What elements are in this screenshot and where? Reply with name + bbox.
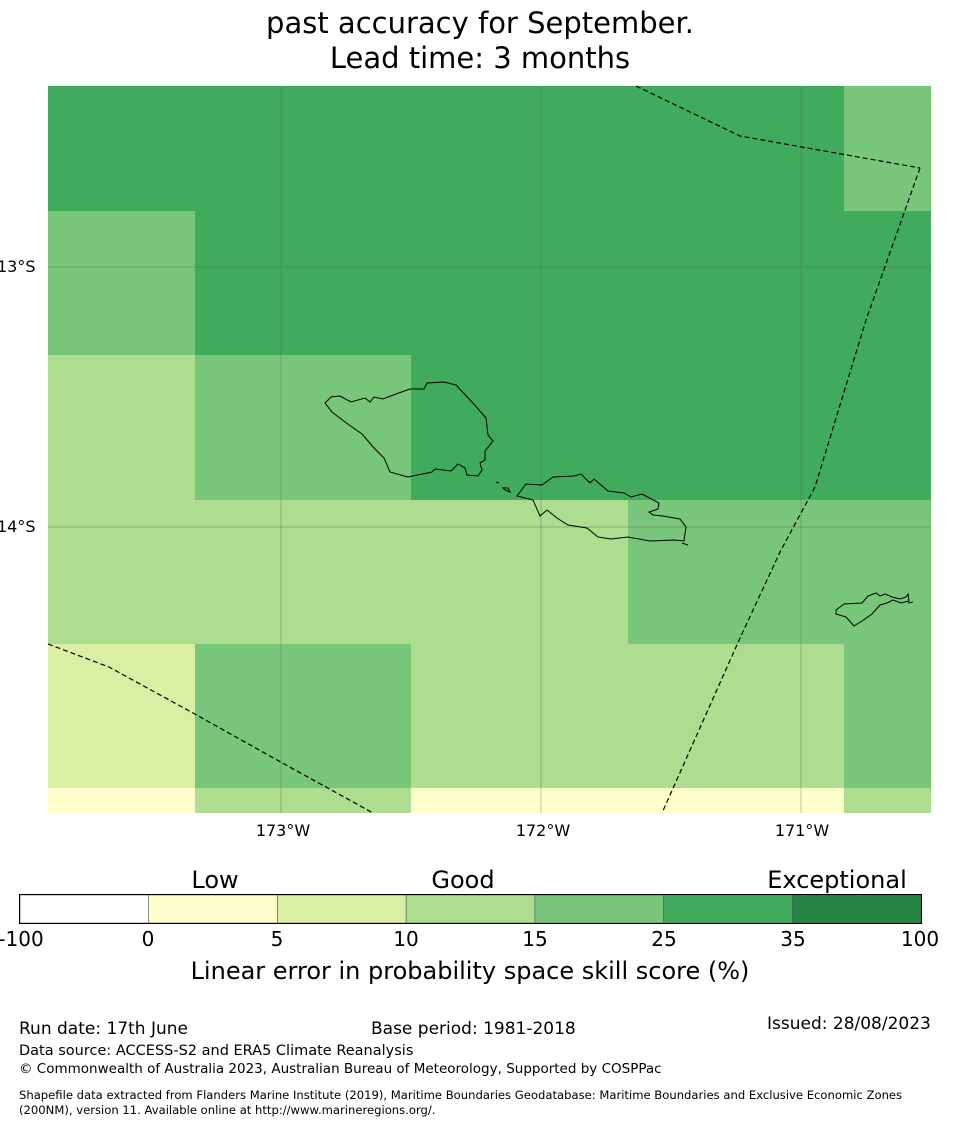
legend-category-low: Low — [191, 866, 239, 894]
colorbar-tick: 25 — [651, 927, 677, 951]
eez-boundary-southwest — [47, 643, 374, 814]
map-title-line-1: past accuracy for September. — [266, 6, 694, 40]
skill-cell — [844, 355, 931, 500]
legend-category-good: Good — [431, 866, 495, 894]
manono-islet — [495, 481, 500, 484]
colorbar-bin — [277, 894, 407, 924]
eez-boundary-east — [661, 167, 921, 814]
colorbar-tick: 0 — [141, 927, 155, 951]
colorbar-bin — [534, 894, 664, 924]
skill-cell — [411, 211, 628, 355]
skill-cell — [844, 500, 931, 644]
skill-score-map — [47, 85, 931, 814]
skill-cell — [844, 644, 931, 788]
skill-cell — [48, 788, 195, 813]
lon-label-173w: 173°W — [255, 821, 311, 840]
colorbar-tick: 100 — [900, 927, 940, 951]
colorbar-tick: 35 — [780, 927, 806, 951]
colorbar-tick: -100 — [0, 927, 44, 951]
colorbar-bin — [405, 894, 536, 924]
base-period: Base period: 1981-2018 — [371, 1019, 576, 1039]
map-title-line-2: Lead time: 3 months — [329, 41, 631, 75]
lat-label-14s: 14°S — [0, 517, 36, 536]
aunuu-islet — [907, 601, 914, 604]
skill-cell — [195, 500, 411, 644]
skill-cell — [411, 788, 628, 813]
skill-cell — [48, 86, 195, 211]
colorbar-bins — [19, 894, 922, 924]
skill-cell — [195, 644, 411, 788]
tutuila-island-outline — [835, 592, 910, 627]
skill-cell — [411, 500, 628, 644]
apolima-islet — [501, 487, 512, 493]
skill-cell — [628, 355, 844, 500]
copyright-notice: © Commonwealth of Australia 2023, Austra… — [19, 1061, 662, 1077]
lon-label-171w: 171°W — [774, 821, 830, 840]
colorbar-tick: 5 — [270, 927, 284, 951]
maritime-boundaries — [47, 85, 921, 814]
lon-label-172w: 172°W — [515, 821, 571, 840]
shapefile-credit-line-1: Shapefile data extracted from Flanders M… — [19, 1088, 903, 1102]
skill-cell — [628, 211, 844, 355]
skill-cell — [844, 211, 931, 355]
eez-boundary-north — [635, 85, 921, 169]
skill-cell — [628, 788, 844, 813]
skill-cell — [411, 86, 628, 211]
skill-cell — [844, 788, 931, 813]
skill-cell — [48, 355, 195, 500]
skill-cell — [411, 644, 628, 788]
savaii-island-outline — [324, 381, 494, 478]
data-source: Data source: ACCESS-S2 and ERA5 Climate … — [19, 1043, 414, 1059]
skill-cell — [844, 86, 931, 211]
colorbar-bin — [791, 894, 922, 924]
lat-label-13s: 13°S — [0, 257, 36, 276]
skill-cell — [411, 355, 628, 500]
lat-lon-gridlines — [48, 86, 931, 813]
colorbar-bin — [148, 894, 278, 924]
colorbar-tick: 15 — [522, 927, 548, 951]
skill-cell — [195, 355, 411, 500]
skill-cell — [628, 644, 844, 788]
colorbar-tick: 10 — [393, 927, 419, 951]
upolu-island-outline — [516, 473, 687, 542]
run-date: Run date: 17th June — [19, 1019, 188, 1039]
colorbar-title: Linear error in probability space skill … — [190, 957, 750, 985]
colorbar-bin — [19, 894, 150, 924]
coastlines — [324, 381, 914, 627]
colorbar-bin — [663, 894, 793, 924]
skill-cell — [48, 644, 195, 788]
skill-cell — [48, 500, 195, 644]
skill-cell — [195, 86, 411, 211]
skill-cell — [48, 211, 195, 355]
shapefile-credit-line-2: (200NM), version 11. Available online at… — [19, 1103, 436, 1117]
legend-category-exceptional: Exceptional — [767, 866, 907, 894]
skill-cell — [195, 788, 411, 813]
skill-grid-cells — [48, 86, 931, 813]
skill-cell — [628, 500, 844, 644]
colorbar-frame — [19, 894, 922, 924]
issued-date: Issued: 28/08/2023 — [767, 1014, 931, 1034]
upolu-tip-islet — [681, 542, 689, 546]
skill-cell — [195, 211, 411, 355]
